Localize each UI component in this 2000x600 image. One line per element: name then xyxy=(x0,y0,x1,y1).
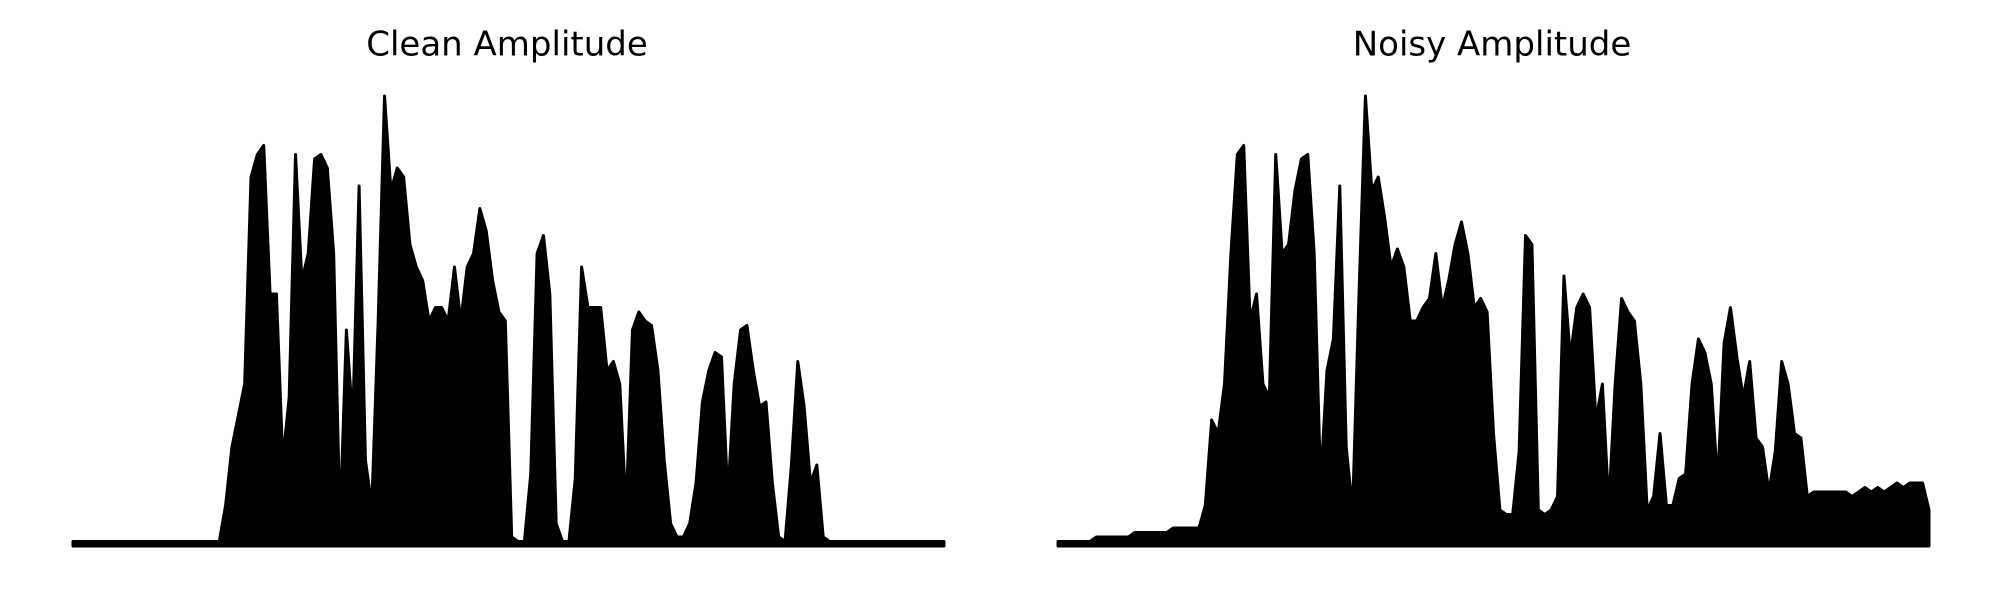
chart-title: Clean Amplitude xyxy=(366,25,648,65)
amplitude-area xyxy=(71,94,946,548)
amplitude-area xyxy=(1056,94,1931,548)
chart-title: Noisy Amplitude xyxy=(1353,25,1632,65)
